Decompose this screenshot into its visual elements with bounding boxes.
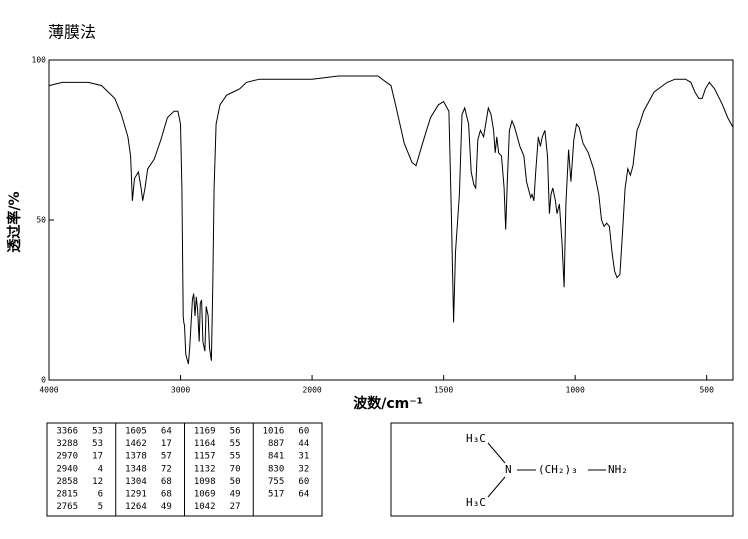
peak-transmittance: 55 — [230, 439, 241, 449]
peak-wavenumber: 2815 — [56, 490, 78, 500]
peak-transmittance: 68 — [161, 477, 172, 487]
y-tick-label: 100 — [32, 56, 47, 65]
x-tick-label: 2000 — [302, 386, 321, 395]
x-tick-label: 1000 — [566, 386, 585, 395]
structure-frame — [390, 422, 734, 517]
peak-wavenumber: 1164 — [194, 439, 216, 449]
bond — [487, 476, 506, 498]
peak-wavenumber: 3366 — [56, 427, 78, 437]
peak-wavenumber: 755 — [268, 477, 284, 487]
peak-wavenumber: 841 — [268, 452, 284, 462]
peak-transmittance: 60 — [298, 427, 309, 437]
structure-label: NH₂ — [608, 463, 628, 476]
peak-wavenumber: 2940 — [56, 464, 78, 474]
peak-wavenumber: 3288 — [56, 439, 78, 449]
x-tick-label: 500 — [699, 386, 714, 395]
peak-wavenumber: 1169 — [194, 427, 216, 437]
peak-wavenumber: 2765 — [56, 502, 78, 512]
peak-wavenumber: 1069 — [194, 490, 216, 500]
peak-wavenumber: 1098 — [194, 477, 216, 487]
peak-transmittance: 5 — [98, 502, 103, 512]
structure-label: N — [505, 463, 512, 476]
x-tick-label: 1500 — [434, 386, 453, 395]
peak-transmittance: 55 — [230, 452, 241, 462]
peak-transmittance: 17 — [161, 439, 172, 449]
peak-transmittance: 27 — [230, 502, 241, 512]
bond — [487, 442, 506, 464]
x-tick-label: 4000 — [39, 386, 58, 395]
peak-wavenumber: 1157 — [194, 452, 216, 462]
x-axis-label: 波数/cm⁻¹ — [353, 395, 423, 412]
y-tick-label: 0 — [41, 376, 46, 385]
y-tick-label: 50 — [36, 216, 46, 225]
y-axis-label: 透过率/% — [6, 191, 23, 252]
peak-transmittance: 60 — [298, 477, 309, 487]
spectrum-line — [48, 75, 734, 365]
peak-transmittance: 12 — [92, 477, 103, 487]
peak-wavenumber: 1378 — [125, 452, 147, 462]
peak-wavenumber: 1304 — [125, 477, 147, 487]
peak-wavenumber: 1291 — [125, 490, 147, 500]
peak-transmittance: 31 — [298, 452, 309, 462]
peak-wavenumber: 1132 — [194, 464, 216, 474]
structure-label: (CH₂)₃ — [538, 463, 578, 476]
peak-wavenumber: 1264 — [125, 502, 147, 512]
chart-title: 薄膜法 — [48, 23, 96, 42]
plot-frame — [48, 59, 734, 381]
peak-transmittance: 53 — [92, 439, 103, 449]
peak-wavenumber: 517 — [268, 490, 284, 500]
peak-transmittance: 56 — [230, 427, 241, 437]
peak-transmittance: 6 — [98, 490, 103, 500]
peak-transmittance: 32 — [298, 464, 309, 474]
peak-transmittance: 44 — [298, 439, 309, 449]
peak-transmittance: 72 — [161, 464, 172, 474]
structure-label: H₃C — [466, 496, 486, 509]
peak-transmittance: 53 — [92, 427, 103, 437]
peak-transmittance: 64 — [298, 490, 309, 500]
peak-transmittance: 57 — [161, 452, 172, 462]
peak-wavenumber: 1042 — [194, 502, 216, 512]
x-tick-label: 3000 — [171, 386, 190, 395]
peak-transmittance: 68 — [161, 490, 172, 500]
peak-wavenumber: 2970 — [56, 452, 78, 462]
peak-transmittance: 70 — [230, 464, 241, 474]
structure: H₃C H₃C N (CH₂)₃ NH₂ — [466, 432, 628, 509]
peak-wavenumber: 2858 — [56, 477, 78, 487]
peak-transmittance: 50 — [230, 477, 241, 487]
peak-wavenumber: 1016 — [263, 427, 285, 437]
peak-transmittance: 49 — [161, 502, 172, 512]
peak-wavenumber: 1348 — [125, 464, 147, 474]
structure-label: H₃C — [466, 432, 486, 445]
peak-wavenumber: 887 — [268, 439, 284, 449]
peak-transmittance: 17 — [92, 452, 103, 462]
peak-transmittance: 64 — [161, 427, 172, 437]
peak-wavenumber: 830 — [268, 464, 284, 474]
peak-wavenumber: 1605 — [125, 427, 147, 437]
peak-wavenumber: 1462 — [125, 439, 147, 449]
peak-transmittance: 49 — [230, 490, 241, 500]
peak-transmittance: 4 — [98, 464, 103, 474]
